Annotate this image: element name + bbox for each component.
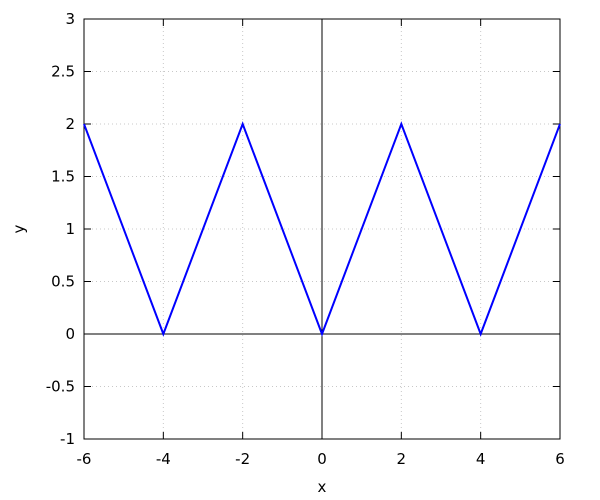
y-axis-label: y [10, 224, 28, 233]
y-tick-label: -1 [60, 430, 75, 448]
x-tick-label: 6 [555, 450, 565, 468]
x-tick-label: -4 [156, 450, 171, 468]
y-tick-label: 3 [65, 10, 75, 28]
y-tick-label: -0.5 [46, 378, 75, 396]
y-tick-label: 2 [65, 115, 75, 133]
y-tick-label: 2.5 [51, 63, 75, 81]
series [83, 121, 561, 337]
y-tick-label: 0.5 [51, 273, 75, 291]
ticks: -6 -4 -2 0 2 4 6 -1 -0.5 0 0.5 1 1.5 2 2.5 3 [46, 10, 565, 468]
y-tick-label: 1 [65, 220, 75, 238]
x-tick-label: 4 [476, 450, 486, 468]
x-tick-label: 2 [397, 450, 407, 468]
x-tick-label: -2 [235, 450, 250, 468]
x-tick-label: -6 [77, 450, 92, 468]
series-line [83, 121, 561, 337]
y-tick-label: 0 [65, 325, 75, 343]
y-tick-label: 1.5 [51, 168, 75, 186]
x-axis-label: x [318, 478, 327, 496]
x-tick-label: 0 [317, 450, 327, 468]
